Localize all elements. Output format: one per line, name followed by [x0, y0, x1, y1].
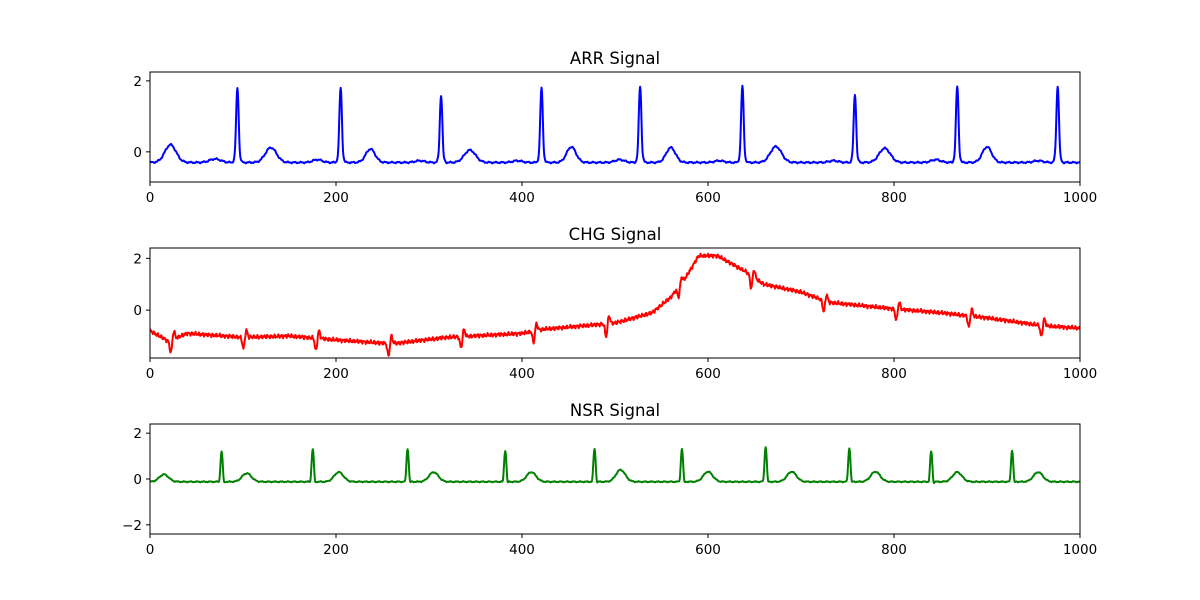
- signal-line: [150, 252, 1080, 357]
- x-tick-label: 600: [695, 190, 721, 206]
- x-tick-label: 400: [509, 366, 535, 382]
- x-tick-label: 1000: [1063, 542, 1097, 558]
- x-tick-label: 800: [881, 190, 907, 206]
- x-tick-label: 0: [146, 542, 155, 558]
- y-tick-label: 0: [133, 472, 142, 488]
- x-tick-label: 400: [509, 542, 535, 558]
- signal-line: [150, 446, 1080, 485]
- subplot-chg-signal: 0 200 400 600 800 1000 0 2 CHG Signal: [133, 225, 1097, 382]
- x-tick-label: 200: [323, 542, 349, 558]
- chart-title: CHG Signal: [569, 225, 662, 244]
- x-tick-label: 0: [146, 190, 155, 206]
- x-tick-label: 1000: [1063, 366, 1097, 382]
- axes-frame: [149, 423, 1081, 535]
- axes-frame: [149, 247, 1081, 359]
- x-tick-label: 600: [695, 542, 721, 558]
- x-tick-label: 200: [323, 366, 349, 382]
- y-tick-label: 0: [133, 303, 142, 319]
- x-tick-label: 800: [881, 542, 907, 558]
- signal-line: [150, 84, 1080, 165]
- y-tick-label: 2: [133, 251, 142, 267]
- y-tick-label: −2: [122, 518, 142, 534]
- y-tick-label: 0: [133, 145, 142, 161]
- x-tick-label: 200: [323, 190, 349, 206]
- chart-title: NSR Signal: [570, 401, 660, 420]
- x-tick-label: 0: [146, 366, 155, 382]
- axes-frame: [149, 71, 1081, 183]
- y-tick-label: 2: [133, 74, 142, 90]
- chart-title: ARR Signal: [570, 49, 660, 68]
- x-tick-label: 600: [695, 366, 721, 382]
- x-tick-label: 1000: [1063, 190, 1097, 206]
- subplot-arr-signal: 0 200 400 600 800 1000 0 2 ARR Signal: [133, 49, 1097, 206]
- y-tick-label: 2: [133, 426, 142, 442]
- x-tick-label: 400: [509, 190, 535, 206]
- x-tick-label: 800: [881, 366, 907, 382]
